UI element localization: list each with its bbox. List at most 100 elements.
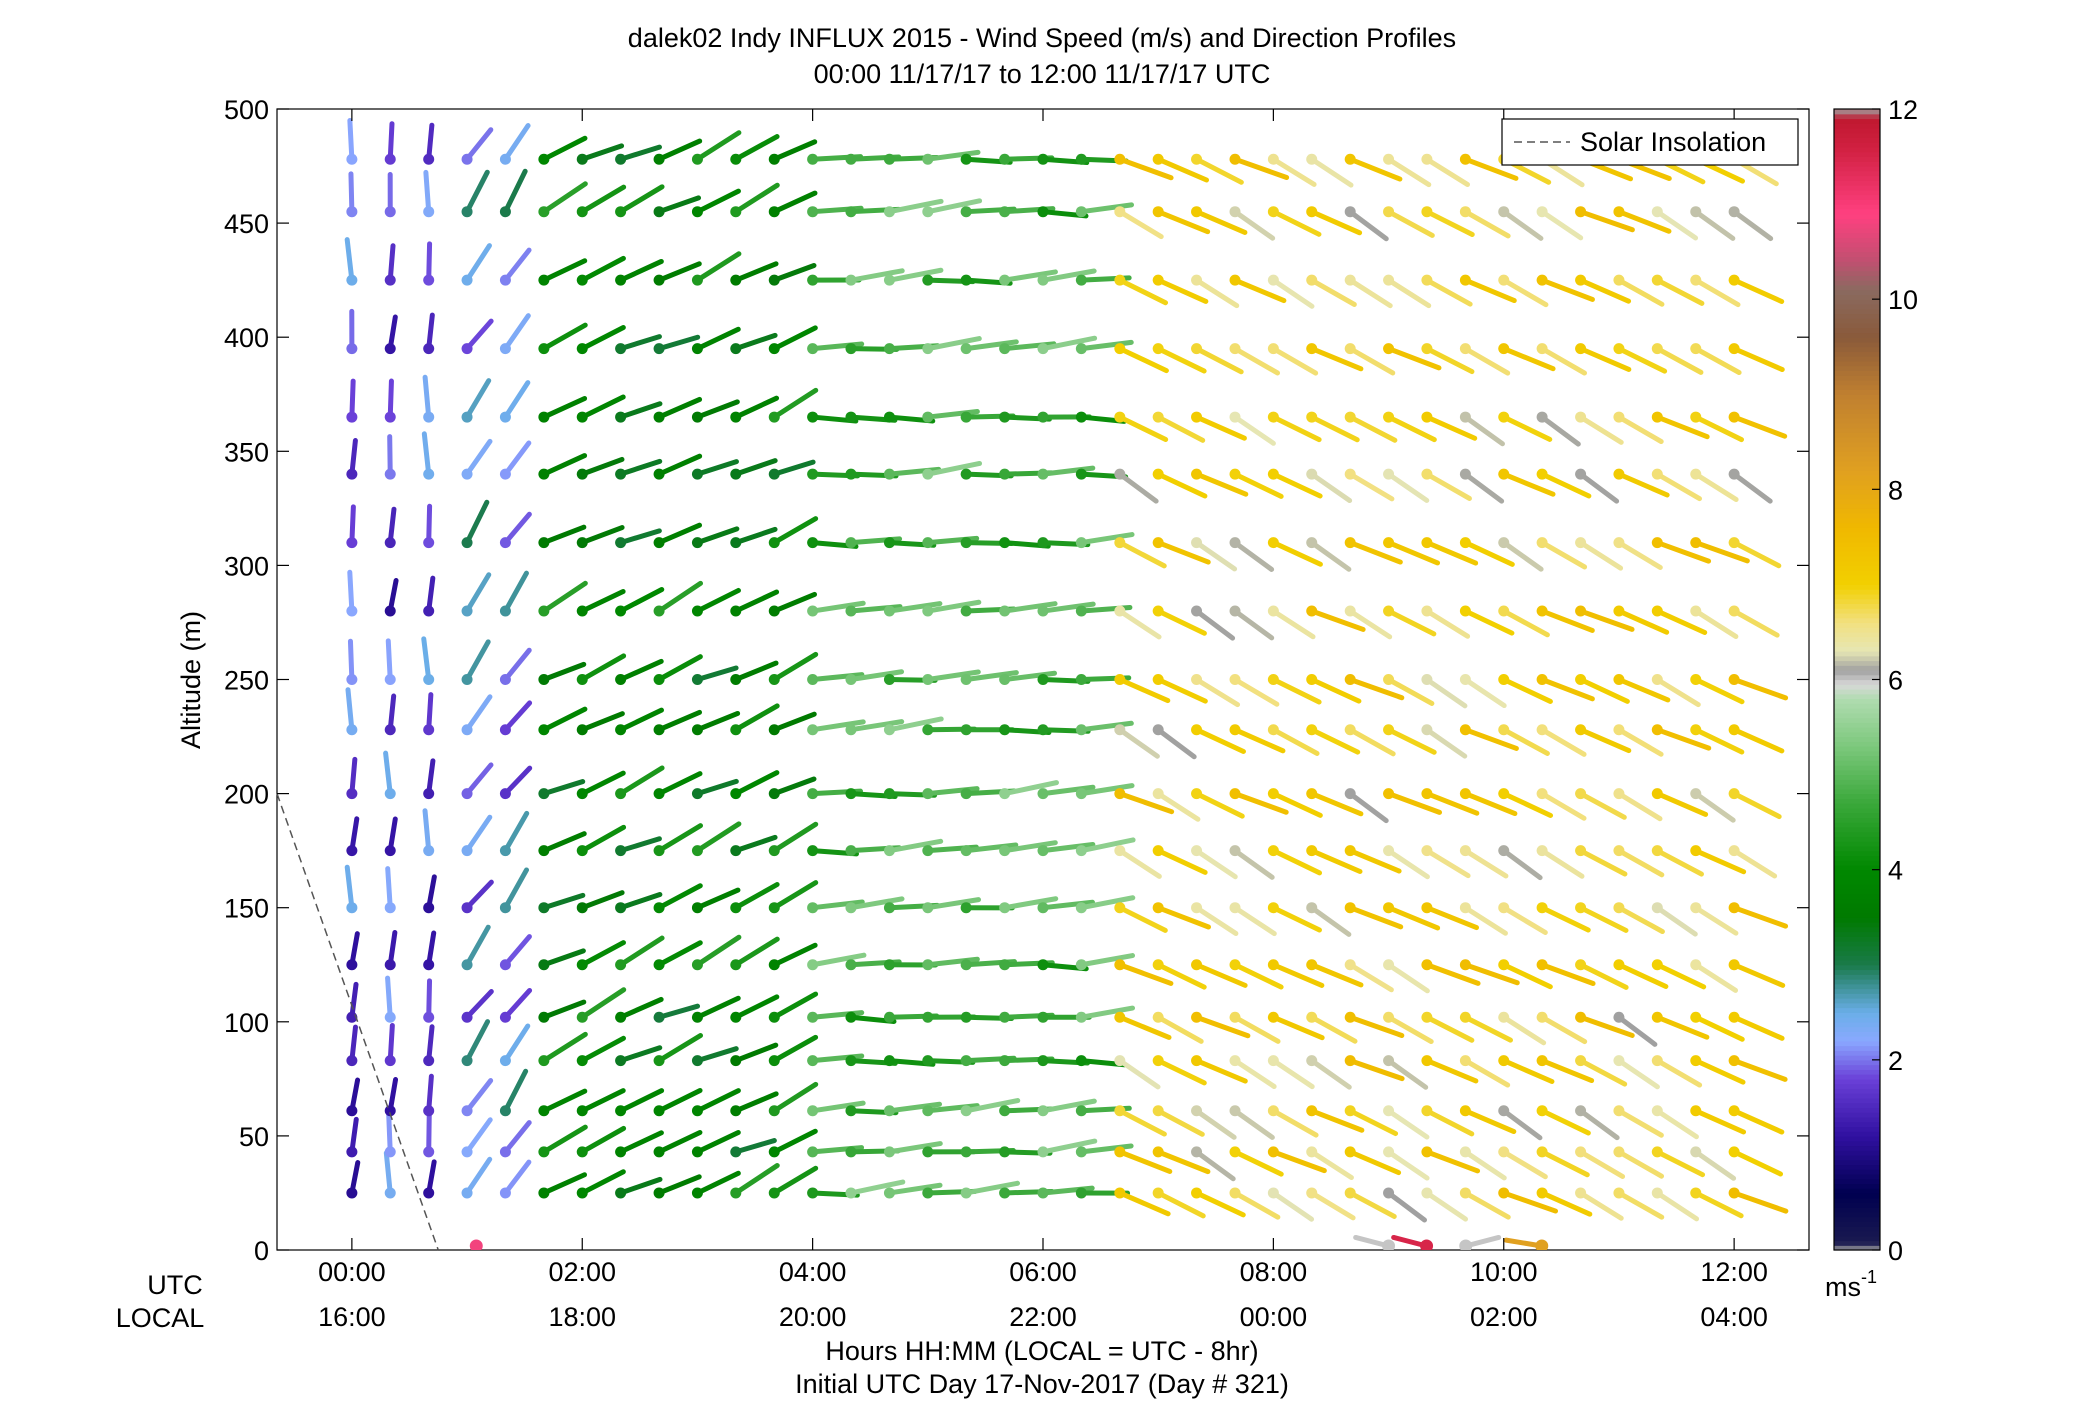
barb-dot — [1728, 411, 1740, 423]
wind-barb — [768, 1081, 819, 1117]
colorbar-segment — [1834, 142, 1880, 148]
barb-shaft — [349, 504, 356, 546]
wind-barb — [1383, 1187, 1428, 1223]
barb-shaft — [771, 516, 819, 546]
wind-barb — [615, 892, 663, 914]
barb-dot — [883, 845, 895, 857]
wind-barb — [346, 1116, 359, 1158]
barb-shaft — [1117, 1190, 1171, 1217]
wind-barb — [1651, 411, 1710, 440]
colorbar-segment — [1834, 831, 1880, 837]
colorbar-segment — [1834, 955, 1880, 961]
barb-dot — [1690, 1011, 1702, 1023]
wind-barb — [730, 1138, 777, 1158]
barb-dot — [1651, 845, 1663, 857]
wind-barb — [346, 171, 358, 218]
barb-dot — [1191, 1055, 1203, 1067]
barb-dot — [960, 206, 972, 218]
barb-dot — [1536, 468, 1548, 480]
wind-barb — [768, 459, 816, 480]
colorbar-segment — [1834, 384, 1880, 391]
wind-barb — [576, 1125, 627, 1158]
barb-shaft — [1194, 540, 1238, 572]
barb-dot — [615, 788, 627, 800]
wind-barb — [768, 651, 819, 685]
barb-dot — [576, 343, 588, 355]
wind-barb — [1536, 1105, 1591, 1136]
barb-dot — [346, 959, 358, 971]
colorbar-segment — [1834, 280, 1880, 286]
barb-shaft — [1117, 156, 1174, 181]
barb-shaft — [733, 134, 780, 162]
barb-shaft — [1578, 1149, 1626, 1179]
barb-shaft — [771, 459, 816, 477]
barb-dot — [384, 1105, 396, 1117]
wind-barb — [1306, 605, 1366, 632]
barb-shaft — [1578, 1108, 1620, 1141]
barb-dot — [999, 1105, 1011, 1117]
wind-barb — [1459, 274, 1517, 304]
wind-barb — [1114, 153, 1174, 181]
barb-shaft — [1270, 540, 1323, 567]
barb-dot — [691, 468, 703, 480]
barb-shaft — [464, 1078, 494, 1114]
wind-barb — [1575, 959, 1629, 990]
barb-dot — [1575, 537, 1587, 549]
barb-shaft — [579, 890, 625, 911]
wind-barb — [1613, 959, 1669, 990]
barb-dot — [576, 153, 588, 165]
barb-shaft — [579, 653, 627, 682]
barb-dot — [1421, 206, 1433, 218]
wind-barb — [1613, 206, 1672, 234]
barb-dot — [1613, 343, 1625, 355]
barb-shaft — [426, 1112, 432, 1155]
wind-barb — [1191, 674, 1241, 708]
barb-dot — [1075, 788, 1087, 800]
wind-barb — [1191, 468, 1249, 497]
barb-dot — [653, 343, 665, 355]
x-tick-label-local: 18:00 — [548, 1302, 616, 1332]
wind-barb — [461, 378, 492, 423]
wind-barb — [1651, 1146, 1706, 1178]
wind-barb — [615, 836, 662, 857]
colorbar-segment — [1834, 1036, 1880, 1042]
colorbar-segment — [1834, 109, 1880, 115]
barb-shaft — [541, 948, 586, 968]
barb-shaft — [963, 339, 1019, 352]
barb-shaft — [426, 122, 435, 162]
barb-dot — [1498, 1011, 1510, 1023]
barb-shaft — [387, 693, 397, 733]
colorbar-segment — [1834, 689, 1880, 695]
barb-dot — [922, 343, 934, 355]
colorbar-segment — [1834, 456, 1880, 462]
wind-barb — [691, 587, 741, 617]
colorbar-segment — [1834, 898, 1880, 904]
barb-dot — [730, 724, 742, 736]
barb-shaft — [1501, 346, 1556, 372]
barb-shaft — [771, 942, 818, 968]
wind-barb — [1229, 1187, 1281, 1220]
wind-barb — [1459, 1105, 1517, 1135]
wind-barb — [423, 758, 436, 800]
wind-barb — [1114, 537, 1167, 569]
barb-dot — [1114, 537, 1126, 549]
colorbar-segment — [1834, 936, 1880, 942]
colorbar-segment — [1834, 940, 1880, 947]
barb-shaft — [1616, 791, 1663, 822]
colorbar-segment — [1834, 608, 1880, 614]
barb-shaft — [1424, 1014, 1475, 1043]
barb-shaft — [464, 169, 490, 215]
barb-shaft — [1155, 727, 1197, 760]
barb-shaft — [1194, 471, 1249, 497]
barb-shaft — [1232, 414, 1276, 446]
wind-barb — [845, 1179, 906, 1199]
wind-barb — [1536, 468, 1592, 499]
colorbar-segment — [1834, 437, 1880, 443]
wind-barb — [1690, 845, 1747, 875]
barb-shaft — [810, 899, 865, 911]
barb-dot — [1114, 1011, 1126, 1023]
barb-dot — [1037, 902, 1049, 914]
barb-dot — [1728, 1146, 1740, 1158]
barb-dot — [1613, 1105, 1625, 1117]
wind-barb — [576, 711, 625, 736]
